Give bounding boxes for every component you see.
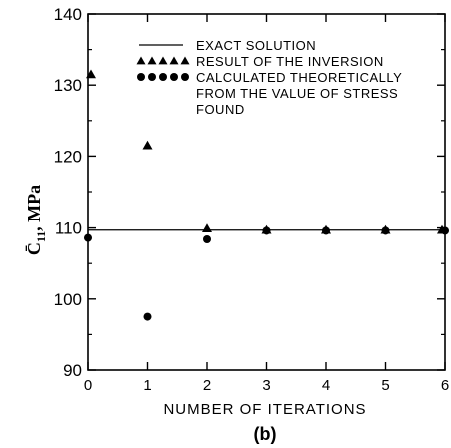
legend-label-inversion: RESULT OF THE INVERSION — [196, 54, 384, 69]
x-tick-label: 4 — [322, 377, 330, 394]
theoretical-point — [203, 234, 211, 243]
y-tick-label: 100 — [54, 290, 82, 309]
y-tick-label: 120 — [54, 147, 82, 166]
ticks-layer: 90 100 110 120 130 140 0 1 2 3 4 5 6 — [54, 5, 450, 394]
y-axis-label-subscript: 11 — [34, 231, 48, 242]
inversion-point — [142, 140, 153, 150]
theoretical-point — [381, 226, 390, 235]
x-tick-label: 1 — [143, 377, 151, 394]
legend-triangle-swatch — [169, 56, 179, 65]
legend-label-theoretical: FROM THE VALUE OF STRESS — [196, 86, 398, 101]
y-tick-label: 110 — [55, 219, 82, 238]
x-tick-label: 6 — [441, 377, 449, 394]
x-tick-label: 0 — [84, 377, 92, 394]
legend-circle-swatch — [137, 73, 145, 81]
legend-label-theoretical: FOUND — [196, 102, 245, 117]
y-axis-label: C̄11, MPa — [24, 185, 48, 255]
legend-circle-swatch — [148, 73, 156, 81]
y-tick-label: 130 — [54, 76, 82, 95]
legend-label-theoretical: CALCULATED THEORETICALLY — [196, 70, 402, 85]
legend-triangle-swatch — [147, 56, 157, 65]
panel-label: (b) — [254, 424, 277, 444]
legend-triangle-swatch — [136, 56, 146, 65]
theoretical-point — [84, 233, 92, 242]
x-axis-label: NUMBER OF ITERATIONS — [163, 401, 366, 418]
y-tick-label: 90 — [63, 361, 82, 380]
legend-label-exact: EXACT SOLUTION — [196, 38, 316, 53]
theoretical-point — [143, 312, 152, 321]
theoretical-point — [262, 226, 271, 235]
legend-circle-swatch — [170, 73, 178, 81]
x-tick-label: 3 — [262, 377, 270, 394]
x-tick-label: 2 — [203, 377, 211, 394]
y-tick-label: 140 — [54, 5, 82, 24]
theoretical-point — [322, 226, 330, 235]
inversion-point — [202, 223, 212, 233]
legend-circle-swatch — [159, 73, 167, 81]
marks-layer — [84, 69, 449, 321]
x-tick-label: 5 — [381, 377, 389, 394]
legend-circle-swatch — [181, 73, 189, 81]
y-axis-label-symbol: C̄ — [24, 242, 44, 255]
legend-triangle-swatch — [180, 56, 190, 65]
y-axis-label-unit: , MPa — [24, 185, 44, 231]
legend-triangle-swatch — [158, 56, 168, 65]
theoretical-point — [441, 226, 449, 235]
inversion-point — [86, 69, 96, 79]
